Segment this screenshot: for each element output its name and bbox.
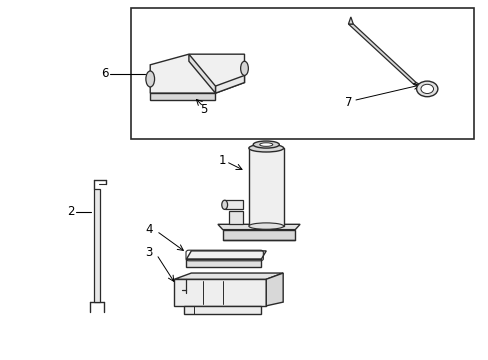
Polygon shape (174, 273, 283, 279)
Ellipse shape (145, 71, 154, 87)
Polygon shape (150, 93, 215, 100)
Polygon shape (265, 273, 283, 306)
Polygon shape (186, 259, 261, 267)
Text: 7: 7 (344, 95, 351, 108)
Polygon shape (413, 82, 423, 88)
Circle shape (416, 81, 437, 97)
Ellipse shape (240, 61, 248, 76)
Polygon shape (174, 279, 265, 306)
Bar (228, 211, 243, 224)
Circle shape (420, 84, 433, 94)
Ellipse shape (222, 200, 227, 210)
Polygon shape (348, 24, 415, 84)
Bar (224, 200, 243, 210)
Polygon shape (186, 251, 265, 259)
Ellipse shape (248, 223, 283, 229)
Polygon shape (150, 54, 244, 93)
Polygon shape (223, 230, 295, 240)
Text: 4: 4 (145, 223, 152, 236)
Polygon shape (348, 17, 352, 24)
Bar (248, 148, 283, 226)
Text: 3: 3 (145, 246, 152, 259)
Polygon shape (188, 54, 215, 93)
Text: 1: 1 (219, 154, 226, 167)
Text: 5: 5 (199, 103, 207, 116)
Ellipse shape (248, 144, 283, 152)
Polygon shape (218, 224, 300, 230)
Ellipse shape (259, 143, 272, 146)
Text: 2: 2 (67, 206, 74, 219)
Text: 6: 6 (101, 67, 108, 80)
Polygon shape (215, 76, 244, 93)
Bar (94, 189, 100, 302)
Bar (131, 8, 473, 139)
Polygon shape (183, 306, 261, 314)
Ellipse shape (253, 141, 279, 148)
